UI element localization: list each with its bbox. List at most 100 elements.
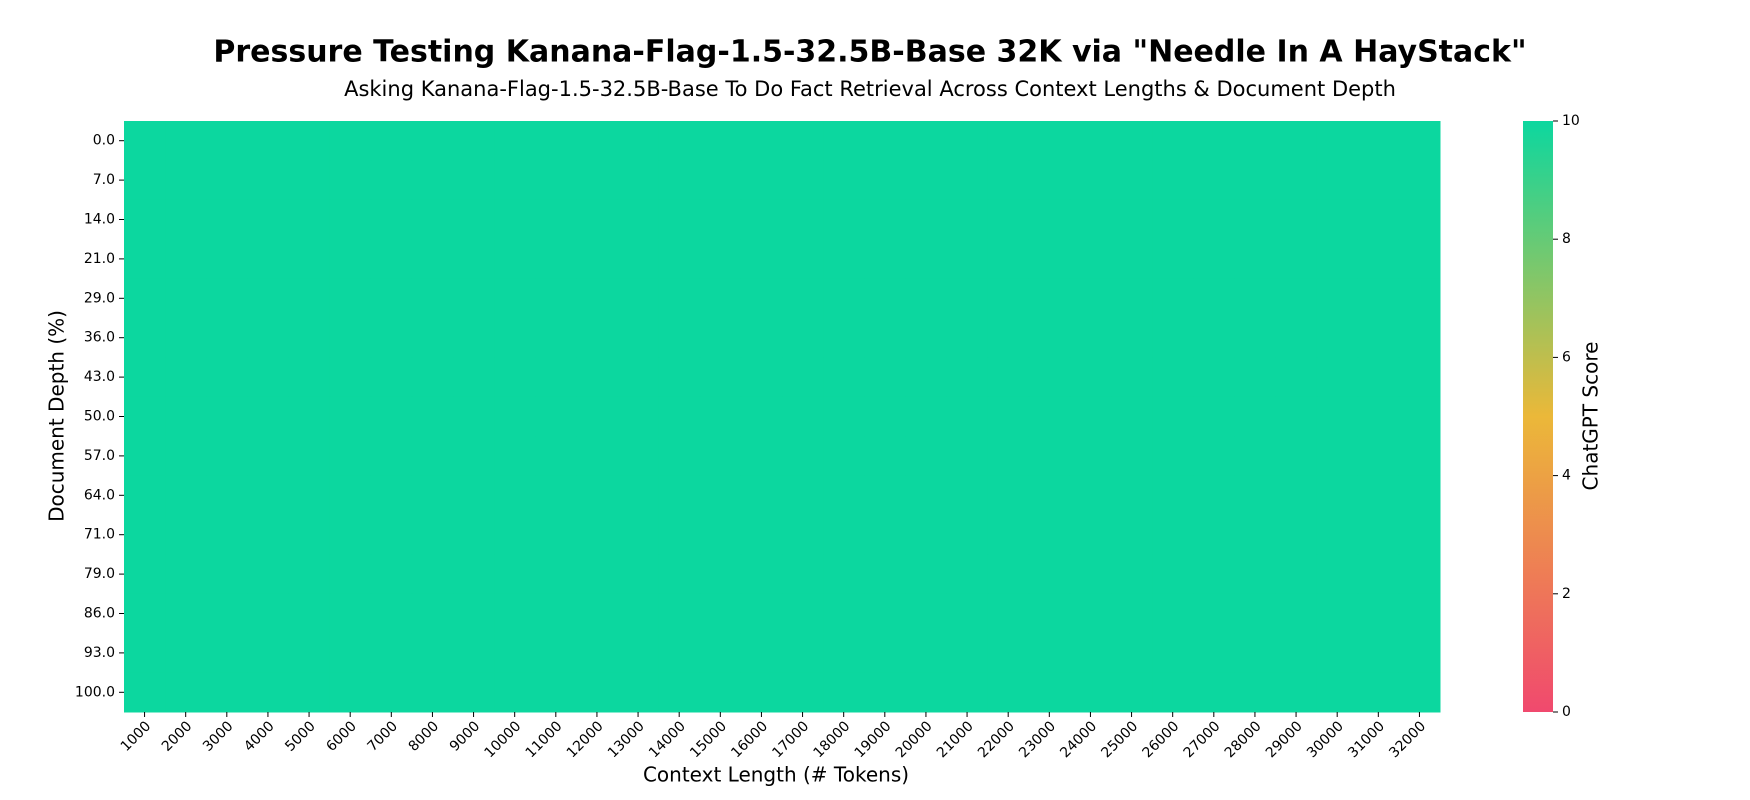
heatmap-cell — [1398, 160, 1441, 201]
heatmap-cell — [370, 121, 413, 161]
heatmap-cell — [658, 554, 701, 595]
heatmap-cell — [699, 396, 742, 437]
heatmap-cell — [617, 396, 660, 437]
heatmap-cell — [535, 633, 577, 674]
heatmap-cell — [494, 318, 536, 358]
y-tick-label: 43.0 — [84, 369, 115, 385]
heatmap-cell — [494, 278, 536, 319]
heatmap-cell — [699, 160, 742, 201]
heatmap-cell — [823, 318, 865, 358]
x-tick-label: 17000 — [769, 718, 812, 761]
x-tick-label: 20000 — [893, 718, 936, 761]
heatmap-cell — [1069, 199, 1112, 240]
heatmap-cell — [658, 357, 701, 398]
heatmap-cell — [987, 160, 1030, 201]
heatmap-cell — [1234, 239, 1276, 280]
heatmap-cell — [1357, 475, 1400, 516]
heatmap-cell — [1316, 554, 1359, 595]
heatmap-cell — [453, 239, 495, 280]
heatmap-cell — [823, 436, 865, 477]
heatmap-cell — [987, 593, 1030, 634]
heatmap-cell — [1028, 121, 1071, 161]
x-tick-label: 10000 — [482, 718, 525, 761]
heatmap-cell — [1275, 239, 1318, 280]
heatmap-cell — [1069, 633, 1112, 674]
heatmap-cell — [1111, 199, 1153, 240]
heatmap-cell — [124, 121, 166, 161]
heatmap-cell — [1069, 593, 1112, 634]
heatmap-cell — [453, 160, 495, 201]
heatmap-cell — [1028, 396, 1071, 437]
heatmap-cell — [1193, 593, 1235, 634]
heatmap-cell — [1111, 554, 1153, 595]
heatmap-cell — [124, 436, 166, 477]
heatmap-cell — [1357, 593, 1400, 634]
heatmap-cell — [453, 436, 495, 477]
heatmap-cell — [1357, 554, 1400, 595]
heatmap-cell — [124, 633, 166, 674]
heatmap-cell — [658, 672, 701, 713]
heatmap-cell — [370, 672, 413, 713]
colorbar-tick-label: 2 — [1562, 586, 1571, 602]
heatmap-cell — [1398, 672, 1441, 713]
heatmap-cell — [864, 199, 906, 240]
heatmap-cell — [494, 475, 536, 516]
heatmap-cell — [617, 121, 660, 161]
heatmap-cell — [1069, 121, 1112, 161]
x-tick-label: 1000 — [118, 718, 155, 755]
heatmap-cell — [1111, 121, 1153, 161]
heatmap-cell — [1028, 593, 1071, 634]
heatmap-cell — [247, 396, 289, 437]
heatmap-cell — [494, 160, 536, 201]
heatmap-cell — [453, 593, 495, 634]
heatmap-cell — [247, 239, 289, 280]
heatmap-cell — [329, 396, 372, 437]
heatmap-cell — [1111, 278, 1153, 319]
heatmap-cell — [782, 357, 824, 398]
heatmap-cell — [1111, 239, 1153, 280]
heatmap-cell — [247, 160, 289, 201]
heatmap-cell — [124, 593, 166, 634]
heatmap-cell — [411, 672, 454, 713]
heatmap-cell — [823, 515, 865, 555]
heatmap-cell — [987, 318, 1030, 358]
heatmap-cell — [782, 593, 824, 634]
x-tick-label: 2000 — [159, 718, 196, 755]
heatmap-cell — [905, 672, 947, 713]
heatmap-cell — [617, 593, 660, 634]
x-tick-label: 18000 — [811, 718, 854, 761]
heatmap-cell — [1316, 121, 1359, 161]
heatmap-cell — [329, 318, 372, 358]
x-tick-label: 29000 — [1263, 718, 1306, 761]
heatmap-cell — [370, 475, 413, 516]
heatmap-cell — [782, 475, 824, 516]
heatmap-cell — [617, 515, 660, 555]
heatmap-cell — [1234, 357, 1276, 398]
heatmap-cell — [740, 357, 783, 398]
heatmap-cell — [658, 633, 701, 674]
heatmap-cell — [1193, 239, 1235, 280]
heatmap-cell — [1193, 121, 1235, 161]
x-tick-label: 5000 — [282, 718, 319, 755]
x-tick-label: 14000 — [646, 718, 689, 761]
heatmap-cell — [329, 593, 372, 634]
heatmap-cell — [699, 121, 742, 161]
heatmap-cell — [905, 357, 947, 398]
heatmap-cell — [617, 554, 660, 595]
heatmap-cell — [617, 278, 660, 319]
heatmap-cell — [1111, 436, 1153, 477]
heatmap-cell — [1357, 357, 1400, 398]
heatmap-cell — [1234, 672, 1276, 713]
x-tick-label: 24000 — [1057, 718, 1100, 761]
heatmap-cell — [740, 318, 783, 358]
heatmap-cell — [535, 278, 577, 319]
heatmap-cell — [165, 633, 207, 674]
y-tick-label: 50.0 — [84, 409, 115, 425]
heatmap-cell — [864, 436, 906, 477]
heatmap-cell — [206, 672, 248, 713]
heatmap-cell — [124, 515, 166, 555]
colorbar — [1523, 121, 1553, 712]
heatmap-cell — [1398, 554, 1441, 595]
x-tick-label: 21000 — [934, 718, 977, 761]
heatmap-cell — [1028, 475, 1071, 516]
